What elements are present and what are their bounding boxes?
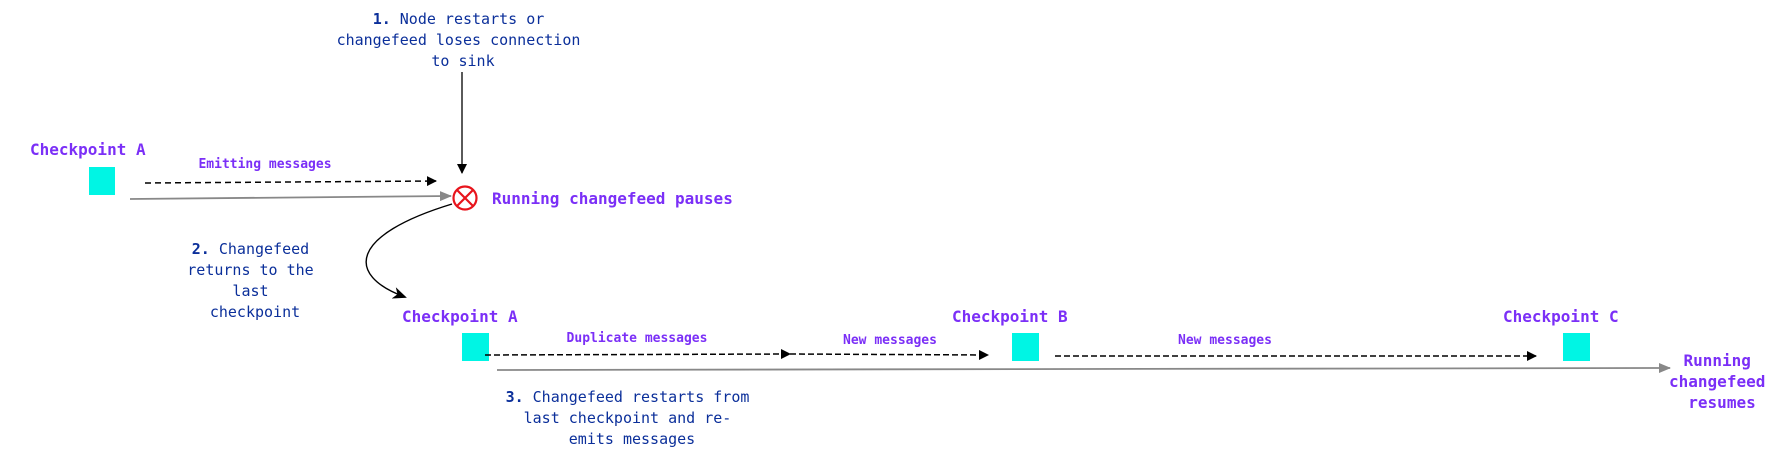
checkpoint-b-marker	[1012, 333, 1039, 361]
resume-status: Running changefeed resumes	[1669, 351, 1775, 412]
checkpoint-c-label: Checkpoint C	[1503, 307, 1619, 326]
step3-note: 3. Changefeed restarts from last checkpo…	[506, 388, 759, 448]
new-messages-arrow-1	[789, 349, 989, 360]
pause-status: Running changefeed pauses	[492, 189, 733, 208]
duplicate-messages-arrow	[484, 349, 791, 360]
checkpoint-a2-label: Checkpoint A	[402, 307, 518, 326]
new-messages-label-2: New messages	[1178, 333, 1272, 348]
return-arrow	[365, 203, 453, 299]
checkpoint-c-marker	[1563, 333, 1590, 361]
checkpoint-a-marker	[89, 167, 115, 195]
checkpoint-a2-marker	[462, 333, 489, 361]
timeline-top	[129, 191, 452, 202]
timeline-bottom	[496, 363, 1671, 374]
emitting-messages-arrow	[144, 176, 437, 187]
new-messages-label-1: New messages	[843, 333, 937, 348]
step2-note: 2. Changefeed returns to the last checkp…	[187, 240, 322, 321]
checkpoint-a-label: Checkpoint A	[30, 140, 146, 159]
step1-note: 1. Node restarts or changefeed loses con…	[337, 10, 590, 70]
duplicate-messages-label: Duplicate messages	[567, 331, 708, 346]
checkpoint-b-label: Checkpoint B	[952, 307, 1068, 326]
emitting-messages-label: Emitting messages	[198, 157, 331, 172]
circle-x-icon	[452, 185, 478, 211]
